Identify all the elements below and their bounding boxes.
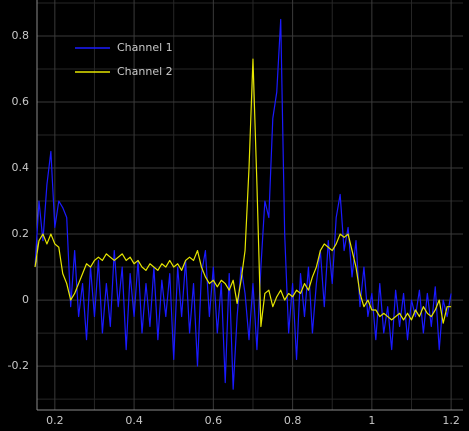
x-tick-label: 1.2 [442, 414, 460, 427]
y-tick-label: 0.8 [12, 29, 30, 42]
y-tick-label: 0.4 [12, 161, 30, 174]
legend-label: Channel 1 [117, 41, 173, 54]
y-tick-label: -0.2 [8, 359, 29, 372]
y-tick-label: 0 [22, 293, 29, 306]
x-tick-label: 0.2 [46, 414, 64, 427]
series-line [34, 18, 452, 390]
legend-label: Channel 2 [117, 65, 173, 78]
x-tick-label: 0.4 [125, 414, 143, 427]
y-tick-label: 0.2 [12, 227, 30, 240]
series-line [34, 58, 452, 328]
x-tick-label: 1 [368, 414, 375, 427]
x-tick-label: 0.8 [284, 414, 302, 427]
x-tick-label: 0.6 [205, 414, 223, 427]
y-tick-label: 0.6 [12, 95, 30, 108]
